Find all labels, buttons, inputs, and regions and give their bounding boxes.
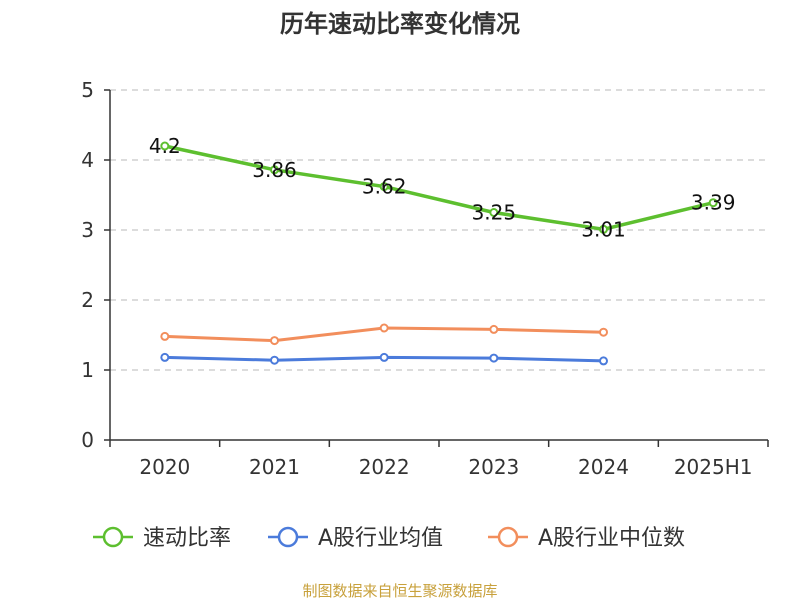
series-layer [160, 141, 718, 366]
axes: 0 1 2 3 4 5 2020 2021 2022 2023 2024 2025H1 [81, 78, 769, 479]
data-label: 3.25 [472, 201, 517, 225]
data-label: 4.2 [149, 134, 181, 158]
legend-label: A股行业中位数 [538, 526, 685, 551]
data-point-0[interactable] [708, 198, 718, 208]
legend-item-2[interactable]: A股行业中位数 [488, 526, 685, 551]
legend[interactable]: 速动比率 A股行业均值 A股行业中位数 [93, 526, 685, 551]
legend-swatch-marker [497, 526, 519, 548]
legend-swatch-marker [102, 526, 124, 548]
x-tick-label: 2025H1 [674, 455, 753, 479]
chart-title: 历年速动比率变化情况 [280, 10, 520, 38]
y-tick-label: 5 [81, 78, 94, 102]
legend-item-1[interactable]: A股行业均值 [268, 526, 443, 551]
data-point-2[interactable] [270, 336, 279, 346]
data-point-1[interactable] [489, 353, 499, 363]
legend-item-0[interactable]: 速动比率 [93, 526, 231, 551]
x-tick-label: 2024 [578, 455, 629, 479]
data-point-0[interactable] [270, 165, 279, 175]
y-tick-label: 3 [81, 218, 94, 242]
data-point-1[interactable] [379, 352, 389, 362]
data-point-0[interactable] [379, 182, 389, 192]
data-point-0[interactable] [599, 224, 608, 234]
data-label: 3.39 [691, 191, 736, 215]
data-point-2[interactable] [599, 327, 608, 337]
x-tick-label: 2023 [468, 455, 519, 479]
legend-label: 速动比率 [143, 526, 231, 551]
data-label: 3.62 [362, 175, 407, 199]
x-tick-label: 2021 [249, 455, 300, 479]
data-point-1[interactable] [270, 355, 279, 365]
data-point-0[interactable] [160, 141, 170, 151]
data-point-1[interactable] [599, 356, 608, 366]
y-tick-label: 0 [81, 428, 94, 452]
y-tick-label: 2 [81, 288, 94, 312]
series-line-0 [163, 144, 715, 232]
data-labels: 4.2 3.86 3.62 3.25 3.01 3.39 [149, 134, 736, 241]
legend-swatch-marker [277, 526, 299, 548]
source-note: 制图数据来自恒生聚源数据库 [302, 582, 497, 600]
x-tick-label: 2022 [359, 455, 410, 479]
data-label: 3.01 [581, 217, 626, 241]
data-point-2[interactable] [379, 323, 389, 333]
data-point-1[interactable] [160, 352, 170, 362]
y-tick-label: 4 [81, 148, 94, 172]
data-point-2[interactable] [160, 331, 170, 341]
data-label: 3.86 [252, 158, 297, 182]
y-tick-label: 1 [81, 358, 94, 382]
data-point-0[interactable] [489, 208, 499, 217]
x-tick-label: 2020 [139, 455, 190, 479]
legend-label: A股行业均值 [318, 526, 443, 551]
data-point-2[interactable] [489, 324, 499, 334]
